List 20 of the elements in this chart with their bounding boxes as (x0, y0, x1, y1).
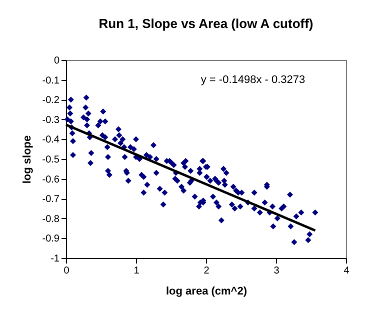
x-axis-title: log area (cm^2) (166, 286, 248, 298)
y-tick-label: -0.7 (42, 194, 60, 206)
y-axis-title: log slope (21, 135, 34, 184)
x-tick-label: 4 (344, 266, 350, 276)
chart-title: Run 1, Slope vs Area (low A cutoff) (98, 16, 314, 31)
y-tick-label: -0.8 (42, 214, 60, 225)
x-tick-label: 2 (204, 266, 210, 276)
x-tick-label: 3 (274, 266, 280, 276)
x-tick-label: 1 (134, 266, 140, 276)
y-tick-label: -0.2 (42, 95, 60, 106)
y-tick-label: -0.3 (42, 114, 60, 126)
y-tick-label: -0.5 (42, 154, 60, 166)
annotation: y = -0.1498x - 0.3273 (200, 74, 306, 86)
y-tick-label: -1 (50, 254, 60, 264)
y-tick-label: -0.6 (42, 174, 60, 186)
y-tick-label: -0.4 (42, 134, 60, 146)
y-tick-label: -0.9 (42, 234, 60, 245)
y-tick-label: 0 (54, 56, 60, 66)
y-tick-label: -0.1 (42, 75, 60, 86)
x-tick-label: 0 (64, 266, 70, 276)
